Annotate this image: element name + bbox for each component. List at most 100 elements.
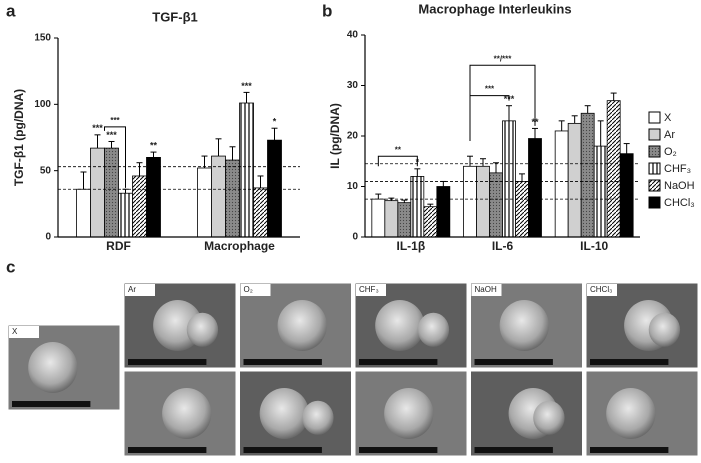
bar <box>463 165 477 238</box>
cell <box>533 400 565 435</box>
legend-swatch <box>648 145 661 158</box>
image-label-bg <box>587 284 617 296</box>
cell <box>499 300 549 351</box>
y-tick-label: 20 <box>347 131 359 142</box>
bar <box>146 156 161 238</box>
legend-label: NaOH <box>664 180 695 192</box>
bar <box>580 112 595 238</box>
bar <box>606 100 621 238</box>
y-tick-label: 0 <box>352 232 358 243</box>
bar <box>410 175 425 238</box>
significance-label: ** <box>150 140 158 150</box>
bar <box>476 165 490 238</box>
scale-bar <box>128 359 207 365</box>
legend-label: CHCl₃ <box>664 197 695 209</box>
cell <box>417 312 450 347</box>
image-label: NaOH <box>475 285 497 294</box>
scale-bar <box>243 447 322 453</box>
annotation: **/*** <box>494 54 513 63</box>
cell <box>648 312 681 347</box>
annotation: *** <box>485 85 495 94</box>
sem-panel: c X Ar O₂ CHF₃ NaOH CHCl₃ <box>6 257 699 457</box>
y-tick-label: 50 <box>40 165 52 176</box>
y-tick-label: 0 <box>45 232 51 243</box>
annotation: *** <box>110 116 120 125</box>
bar <box>371 198 386 238</box>
y-axis-label: IL (pg/DNA) <box>328 103 342 169</box>
cell <box>302 400 334 435</box>
significance-label: *** <box>92 123 103 133</box>
image-label: CHCl₃ <box>590 285 612 294</box>
panel-label: b <box>322 1 332 20</box>
legend-swatch <box>648 128 661 141</box>
y-tick-label: 150 <box>34 33 51 44</box>
x-tick-label: RDF <box>106 239 131 253</box>
x-tick-label: IL-1β <box>396 239 425 253</box>
image-label: CHF₃ <box>359 285 379 294</box>
significance-bracket <box>104 126 126 188</box>
bar <box>436 186 451 238</box>
bar <box>423 206 438 238</box>
image-label-bg <box>471 284 502 296</box>
significance-label: *** <box>106 130 117 140</box>
bar <box>619 153 634 238</box>
image-label-bg <box>356 284 386 296</box>
significance-label: *** <box>241 81 252 91</box>
bar <box>528 138 542 238</box>
scale-bar <box>474 359 553 365</box>
y-tick-label: 30 <box>347 80 359 91</box>
y-tick-label: 10 <box>347 181 359 192</box>
bar <box>384 200 399 238</box>
y-tick-label: 40 <box>347 30 359 41</box>
chart-title: TGF-β1 <box>152 9 198 24</box>
image-label: X <box>12 327 18 336</box>
cell <box>375 300 425 351</box>
x-tick-label: Macrophage <box>204 239 275 253</box>
cell <box>162 388 212 439</box>
legend-label: CHF₃ <box>664 163 691 175</box>
image-label-bg <box>240 284 271 296</box>
image-label-bg <box>125 284 155 296</box>
scale-bar <box>12 401 91 407</box>
image-label: Ar <box>128 285 136 294</box>
legend-swatch <box>648 196 661 209</box>
legend-label: Ar <box>664 129 675 141</box>
y-axis-label: TGF-β1 (pg/DNA) <box>12 89 26 186</box>
bar <box>593 145 608 238</box>
scale-bar <box>128 447 207 453</box>
bar <box>76 188 91 238</box>
scale-bar <box>359 359 438 365</box>
bar <box>489 172 503 238</box>
scale-bar <box>474 447 553 453</box>
bar <box>567 122 582 238</box>
bar <box>90 147 105 238</box>
panel-label: a <box>6 1 16 20</box>
image-label-bg <box>9 326 39 338</box>
bar <box>118 192 133 238</box>
scale-bar <box>359 447 438 453</box>
legend-swatch <box>648 111 661 124</box>
y-tick-label: 100 <box>34 99 51 110</box>
legend-label: O₂ <box>664 146 677 158</box>
cell <box>606 388 656 439</box>
cell <box>384 388 434 439</box>
legend-label: X <box>664 112 672 124</box>
bar <box>104 147 119 238</box>
significance-bracket <box>469 64 536 142</box>
bar <box>397 202 412 238</box>
cell <box>259 388 309 439</box>
bar <box>554 130 569 238</box>
x-tick-label: IL-6 <box>492 239 514 253</box>
bar <box>239 102 254 238</box>
chart-title: Macrophage Interleukins <box>418 1 571 16</box>
bar <box>515 181 529 238</box>
bar <box>225 159 240 238</box>
bar <box>211 155 226 238</box>
bar <box>502 120 516 238</box>
significance-bracket <box>377 155 418 167</box>
legend-swatch <box>648 179 661 192</box>
legend-swatch <box>648 162 661 175</box>
x-tick-label: IL-10 <box>580 239 608 253</box>
panel-label: c <box>6 257 15 276</box>
